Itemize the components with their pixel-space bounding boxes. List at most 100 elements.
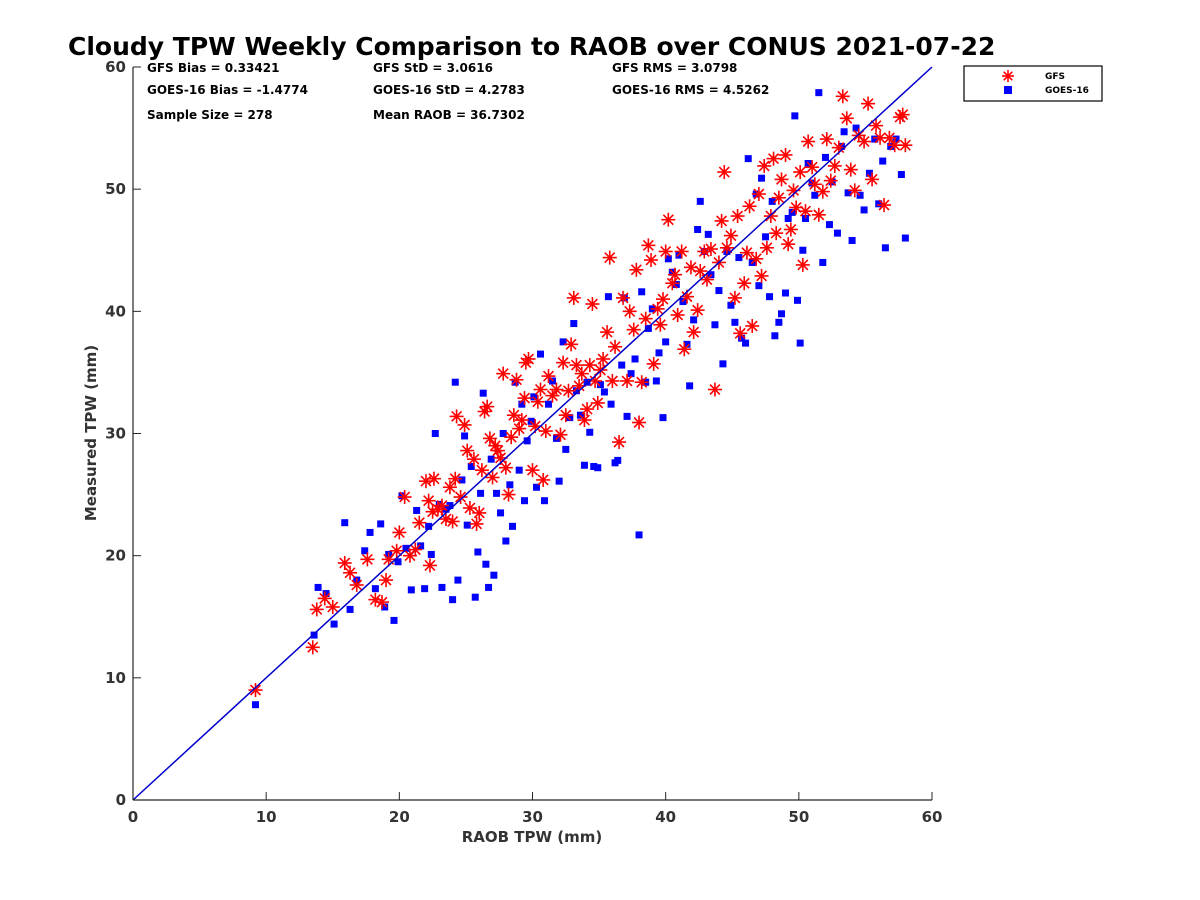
gfs-point bbox=[670, 307, 685, 322]
gfs-point bbox=[843, 162, 858, 177]
gfs-point bbox=[793, 165, 808, 180]
goes16-point bbox=[618, 361, 626, 369]
goes16-point bbox=[860, 206, 868, 214]
gfs-point bbox=[781, 237, 796, 252]
gfs-point bbox=[641, 238, 656, 253]
y-tick-label: 0 bbox=[116, 791, 126, 809]
gfs-point bbox=[533, 382, 548, 397]
gfs-point bbox=[343, 565, 358, 580]
gfs-point bbox=[480, 399, 495, 414]
gfs-point bbox=[719, 240, 734, 255]
goes16-point bbox=[544, 400, 552, 408]
gfs-point bbox=[751, 187, 766, 202]
goes16-point bbox=[791, 112, 799, 120]
legend-goes-marker bbox=[1004, 86, 1012, 94]
goes16-point bbox=[755, 282, 763, 290]
goes16-point bbox=[497, 509, 505, 517]
gfs-point bbox=[686, 325, 701, 340]
goes-rms-stat: GOES-16 RMS = 4.5262 bbox=[612, 83, 769, 97]
goes16-point bbox=[322, 590, 330, 598]
goes16-point bbox=[762, 233, 770, 241]
gfs-point bbox=[612, 435, 627, 450]
gfs-point bbox=[622, 304, 637, 319]
goes16-point bbox=[451, 378, 459, 386]
goes16-point bbox=[683, 340, 691, 348]
goes16-point bbox=[696, 197, 704, 205]
gfs-point bbox=[857, 134, 872, 149]
gfs-point bbox=[504, 430, 519, 445]
goes16-point bbox=[346, 605, 354, 613]
gfs-point bbox=[895, 107, 910, 122]
gfs-point bbox=[815, 184, 830, 199]
gfs-point bbox=[801, 134, 816, 149]
gfs-point bbox=[392, 525, 407, 540]
gfs-point bbox=[754, 268, 769, 283]
goes16-point bbox=[686, 382, 694, 390]
gfs-point bbox=[757, 158, 772, 173]
gfs-point bbox=[474, 463, 489, 478]
goes16-point bbox=[566, 414, 574, 422]
gfs-point bbox=[248, 683, 263, 698]
goes16-point bbox=[768, 197, 776, 205]
goes16-point bbox=[848, 236, 856, 244]
gfs-point bbox=[337, 555, 352, 570]
gfs-point bbox=[656, 292, 671, 307]
gfs-point bbox=[482, 431, 497, 446]
points-layer bbox=[248, 89, 913, 709]
goes16-point bbox=[627, 370, 635, 378]
goes16-point bbox=[402, 544, 410, 552]
gfs-point bbox=[577, 413, 592, 428]
goes16-point bbox=[515, 466, 523, 474]
goes16-point bbox=[518, 400, 526, 408]
goes16-point bbox=[840, 128, 848, 136]
goes16-point bbox=[502, 537, 510, 545]
goes16-point bbox=[735, 254, 743, 262]
y-axis-label: Measured TPW (mm) bbox=[82, 345, 100, 521]
goes16-point bbox=[892, 135, 900, 143]
sample-size-stat: Sample Size = 278 bbox=[147, 108, 273, 122]
gfs-point bbox=[798, 204, 813, 219]
goes16-point bbox=[431, 430, 439, 437]
goes16-point bbox=[865, 169, 873, 177]
goes16-point bbox=[614, 456, 622, 464]
goes16-point bbox=[719, 360, 727, 368]
goes-std-stat: GOES-16 StD = 4.2783 bbox=[373, 83, 525, 97]
y-tick-label: 40 bbox=[105, 302, 126, 320]
goes16-point bbox=[438, 583, 446, 591]
gfs-point bbox=[608, 339, 623, 354]
gfs-point bbox=[506, 408, 521, 423]
goes16-point bbox=[808, 179, 816, 187]
gfs-point bbox=[629, 262, 644, 277]
goes16-point bbox=[435, 500, 443, 508]
goes16-point bbox=[536, 350, 544, 358]
gfs-point bbox=[566, 290, 581, 305]
goes16-point bbox=[775, 318, 783, 326]
gfs-point bbox=[823, 173, 838, 188]
goes16-point bbox=[454, 576, 462, 584]
goes16-point bbox=[600, 388, 608, 396]
goes16-point bbox=[796, 339, 804, 347]
goes16-point bbox=[490, 571, 498, 579]
gfs-bias-stat: GFS Bias = 0.33421 bbox=[147, 61, 279, 75]
gfs-point bbox=[564, 337, 579, 352]
gfs-point bbox=[877, 198, 892, 213]
goes16-point bbox=[425, 522, 433, 530]
gfs-point bbox=[368, 592, 383, 607]
x-tick-label: 10 bbox=[256, 808, 277, 826]
gfs-point bbox=[574, 366, 589, 381]
gfs-point bbox=[389, 543, 404, 558]
gfs-point bbox=[536, 472, 551, 487]
gfs-point bbox=[596, 351, 611, 366]
axes-layer: 0 10 20 30 40 50 60 0 10 20 30 40 50 60 bbox=[105, 58, 942, 826]
goes16-point bbox=[509, 522, 517, 530]
goes16-point bbox=[366, 528, 374, 536]
gfs-point bbox=[349, 577, 364, 592]
x-tick-label: 60 bbox=[922, 808, 943, 826]
goes16-point bbox=[540, 497, 548, 505]
gfs-point bbox=[690, 303, 705, 318]
goes16-point bbox=[474, 548, 482, 556]
gfs-point bbox=[582, 358, 597, 373]
goes16-point bbox=[771, 332, 779, 340]
gfs-point bbox=[466, 452, 481, 467]
legend-gfs-label: GFS bbox=[1045, 72, 1065, 82]
